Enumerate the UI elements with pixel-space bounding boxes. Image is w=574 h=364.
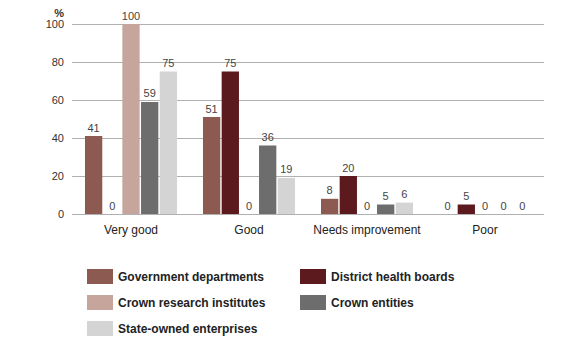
- svg-text:100: 100: [46, 18, 64, 30]
- svg-text:0: 0: [501, 200, 507, 212]
- svg-text:Needs improvement: Needs improvement: [313, 223, 421, 237]
- svg-text:6: 6: [401, 188, 407, 200]
- svg-text:0: 0: [519, 200, 525, 212]
- svg-text:0: 0: [246, 200, 252, 212]
- svg-text:Good: Good: [234, 223, 263, 237]
- svg-text:100: 100: [122, 10, 140, 22]
- svg-text:0: 0: [58, 208, 64, 220]
- svg-text:Crown entities: Crown entities: [331, 296, 414, 310]
- svg-text:Government departments: Government departments: [118, 270, 264, 284]
- svg-text:51: 51: [206, 103, 218, 115]
- svg-text:80: 80: [52, 56, 64, 68]
- svg-text:40: 40: [52, 132, 64, 144]
- svg-text:19: 19: [280, 163, 292, 175]
- svg-text:Poor: Poor: [472, 223, 497, 237]
- svg-text:State-owned enterprises: State-owned enterprises: [118, 322, 258, 336]
- svg-text:75: 75: [162, 57, 174, 69]
- svg-text:8: 8: [327, 184, 333, 196]
- svg-text:0: 0: [445, 200, 451, 212]
- svg-text:36: 36: [262, 131, 274, 143]
- svg-text:5: 5: [383, 190, 389, 202]
- svg-text:0: 0: [364, 200, 370, 212]
- svg-text:75: 75: [224, 57, 236, 69]
- svg-text:0: 0: [109, 200, 115, 212]
- svg-text:Very good: Very good: [104, 223, 158, 237]
- svg-text:20: 20: [52, 170, 64, 182]
- svg-text:District health boards: District health boards: [331, 270, 455, 284]
- svg-text:0: 0: [482, 200, 488, 212]
- svg-text:5: 5: [463, 190, 469, 202]
- svg-text:41: 41: [88, 122, 100, 134]
- svg-text:60: 60: [52, 94, 64, 106]
- svg-text:20: 20: [342, 162, 354, 174]
- svg-text:59: 59: [144, 87, 156, 99]
- svg-text:Crown research institutes: Crown research institutes: [118, 296, 266, 310]
